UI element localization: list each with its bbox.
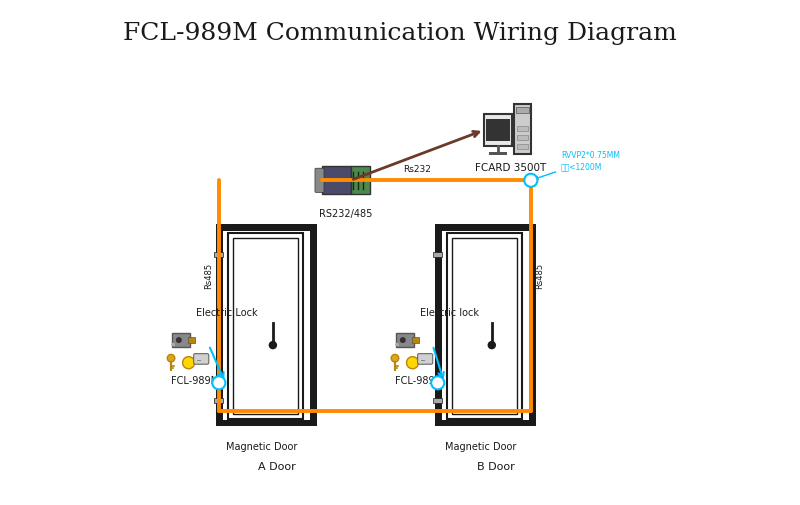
FancyBboxPatch shape: [530, 225, 536, 426]
Text: B Door: B Door: [477, 461, 514, 471]
Text: Rs485: Rs485: [204, 263, 213, 289]
Circle shape: [172, 344, 174, 346]
FancyBboxPatch shape: [435, 225, 536, 231]
FancyBboxPatch shape: [197, 360, 202, 362]
Text: FCL-989M Communication Wiring Diagram: FCL-989M Communication Wiring Diagram: [123, 22, 677, 44]
FancyBboxPatch shape: [350, 167, 370, 195]
Circle shape: [488, 342, 495, 349]
Circle shape: [396, 344, 398, 346]
FancyBboxPatch shape: [412, 338, 418, 343]
Text: Magnetic Door: Magnetic Door: [445, 441, 516, 451]
Circle shape: [431, 377, 444, 390]
Text: FCL-989M: FCL-989M: [395, 376, 443, 386]
Text: A Door: A Door: [258, 461, 295, 471]
FancyBboxPatch shape: [216, 225, 223, 426]
FancyBboxPatch shape: [418, 354, 433, 365]
Text: RVVP2*0.75MM
距离<1200M: RVVP2*0.75MM 距离<1200M: [535, 151, 620, 180]
Text: FCL-989M: FCL-989M: [171, 376, 219, 386]
FancyBboxPatch shape: [486, 119, 510, 142]
Text: FCARD 3500T: FCARD 3500T: [475, 163, 546, 173]
FancyBboxPatch shape: [489, 153, 507, 156]
Text: Magnetic Door: Magnetic Door: [226, 441, 298, 451]
FancyBboxPatch shape: [310, 225, 317, 426]
FancyBboxPatch shape: [315, 169, 324, 193]
FancyBboxPatch shape: [484, 115, 512, 147]
FancyBboxPatch shape: [514, 105, 530, 155]
FancyBboxPatch shape: [446, 234, 522, 419]
FancyBboxPatch shape: [228, 234, 303, 419]
FancyBboxPatch shape: [216, 421, 317, 426]
Circle shape: [391, 355, 398, 362]
FancyBboxPatch shape: [322, 167, 350, 195]
FancyBboxPatch shape: [233, 239, 298, 414]
FancyBboxPatch shape: [214, 398, 223, 403]
FancyBboxPatch shape: [452, 239, 517, 414]
Text: Electric lock: Electric lock: [420, 308, 479, 318]
Circle shape: [406, 357, 418, 369]
FancyBboxPatch shape: [517, 135, 528, 140]
FancyBboxPatch shape: [433, 398, 442, 403]
Text: RS232/485: RS232/485: [319, 209, 373, 219]
Text: Rs485: Rs485: [535, 263, 544, 289]
Circle shape: [212, 377, 226, 390]
FancyBboxPatch shape: [517, 144, 528, 149]
Circle shape: [167, 355, 175, 362]
Circle shape: [270, 342, 277, 349]
FancyBboxPatch shape: [517, 126, 528, 131]
FancyBboxPatch shape: [433, 252, 442, 258]
FancyBboxPatch shape: [172, 334, 190, 347]
Circle shape: [524, 174, 538, 187]
FancyBboxPatch shape: [214, 252, 223, 258]
Text: Rs232: Rs232: [403, 165, 431, 173]
FancyBboxPatch shape: [188, 338, 194, 343]
Circle shape: [177, 338, 181, 343]
FancyBboxPatch shape: [216, 225, 317, 231]
FancyBboxPatch shape: [517, 108, 529, 114]
Circle shape: [401, 338, 405, 343]
FancyBboxPatch shape: [194, 354, 209, 365]
FancyBboxPatch shape: [421, 360, 425, 362]
FancyBboxPatch shape: [435, 421, 536, 426]
FancyBboxPatch shape: [396, 334, 414, 347]
Text: Electric Lock: Electric Lock: [196, 308, 258, 318]
FancyBboxPatch shape: [435, 225, 442, 426]
Circle shape: [182, 357, 194, 369]
